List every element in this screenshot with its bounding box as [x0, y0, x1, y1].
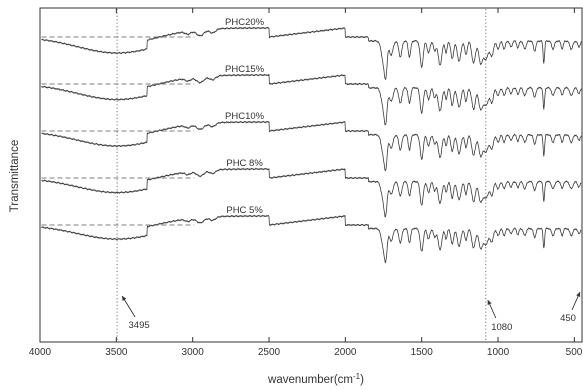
annotation-layer: PHC20% PHC15% PHC10% PHC 8% PHC 5% 3495 1080 45… — [116, 9, 583, 341]
x-axis-label-superscript: -1 — [353, 372, 361, 381]
annotation-450: 450 — [560, 313, 576, 324]
spectrum-line-3 — [41, 120, 582, 171]
spectrum-line-2 — [41, 73, 582, 126]
spectra-layer — [41, 26, 582, 264]
series-label-4: PHC 8% — [226, 158, 263, 169]
x-tick-label-500: 500 — [566, 347, 583, 358]
annotation-3495: 3495 — [129, 320, 150, 331]
series-label-1: PHC20% — [225, 17, 265, 28]
arrow-3495-head — [122, 296, 127, 301]
x-tick-label-4000: 4000 — [29, 347, 52, 358]
x-tick-label-1000: 1000 — [487, 347, 510, 358]
arrow-450-head — [576, 292, 581, 297]
series-label-3: PHC10% — [225, 111, 265, 122]
y-axis-label: Transmittance — [9, 140, 21, 212]
x-tick-label-1500: 1500 — [411, 347, 434, 358]
x-axis: 4000 3500 3000 2500 2000 1500 1000 500 — [29, 8, 583, 358]
x-axis-label: wavenumber(cm-1) — [267, 372, 364, 386]
annotation-1080: 1080 — [491, 322, 512, 333]
x-axis-label-end: ) — [360, 374, 364, 386]
x-tick-label-3000: 3000 — [182, 347, 205, 358]
series-label-5: PHC 5% — [226, 205, 263, 216]
spectrum-line-1 — [41, 26, 582, 80]
x-axis-label-main: wavenumber(cm — [267, 374, 353, 386]
series-label-2: PHC15% — [225, 64, 265, 75]
x-tick-label-3500: 3500 — [105, 347, 128, 358]
x-tick-label-2000: 2000 — [334, 347, 357, 358]
spectrum-line-5 — [41, 214, 582, 264]
x-tick-label-2500: 2500 — [258, 347, 281, 358]
plot-frame — [39, 7, 583, 343]
arrow-1080-head — [487, 300, 492, 305]
spectrum-line-4 — [41, 167, 582, 218]
